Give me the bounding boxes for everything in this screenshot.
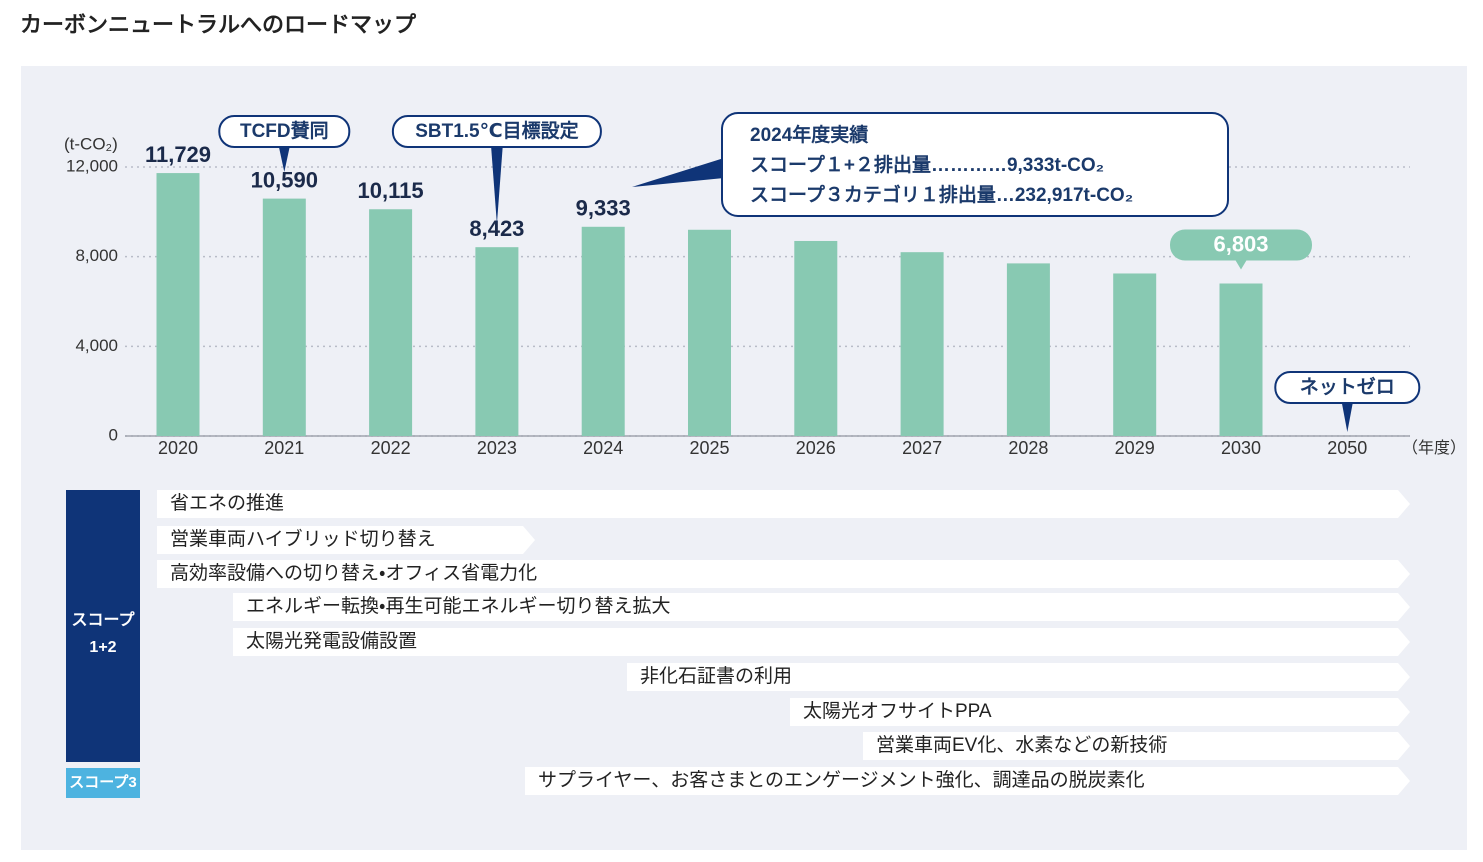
annotation-box: [391, 115, 602, 148]
callout-line: スコープ１+２排出量…………9,333t-CO₂: [750, 153, 1104, 176]
roadmap-item: サプライヤー、お客さまとのエンゲージメント強化、調達品の脱炭素化: [538, 769, 1145, 791]
roadmap-item: 太陽光オフサイトPPA: [803, 700, 992, 722]
bar: [900, 252, 944, 436]
y-tick-label: 4,000: [75, 336, 118, 355]
annotation-box: [218, 115, 351, 148]
bar: [369, 209, 413, 436]
y-axis-label: (t-CO₂): [64, 134, 118, 153]
roadmap-arrow: [157, 560, 1410, 588]
roadmap-item: 営業車両EV化、水素などの新技術: [876, 734, 1167, 756]
bar: [581, 226, 625, 436]
x-tick-label: 2024: [583, 438, 623, 458]
x-tick-label: 2030: [1221, 438, 1261, 458]
scope3-label: スコープ3: [69, 774, 136, 791]
annotation-pointer: [278, 144, 291, 172]
annotation: TCFD賛同: [240, 120, 329, 142]
roadmap-arrow: [790, 698, 1410, 726]
scope12-label: 1+2: [89, 639, 116, 656]
callout-line: 2024年度実績: [750, 123, 868, 146]
x-axis-label: （年度）: [1402, 439, 1466, 457]
x-tick-label: 2050: [1327, 438, 1367, 458]
roadmap-item: 高効率設備への切り替え・オフィス省電力化: [170, 562, 537, 584]
roadmap-arrow: [157, 526, 535, 554]
roadmap-item: 非化石証書の利用: [640, 665, 792, 687]
x-tick-label: 2029: [1115, 438, 1155, 458]
label-pill: [1170, 229, 1312, 261]
value-label: 11,729: [145, 142, 211, 167]
label-pointer: [1235, 259, 1247, 270]
bar: [1113, 273, 1157, 436]
scope12-box: [66, 490, 140, 762]
x-tick-label: 2025: [689, 438, 729, 458]
bar: [1006, 263, 1050, 436]
callout-box: [721, 112, 1229, 217]
roadmap-arrow: [525, 767, 1410, 795]
scope12-label: スコープ: [71, 610, 135, 629]
roadmap-arrow: [233, 593, 1410, 621]
annotation-pointer: [1341, 400, 1354, 432]
roadmap-item: エネルギー転換・再生可能エネルギー切り替え拡大: [246, 595, 670, 617]
roadmap-item: 太陽光発電設備設置: [246, 630, 417, 652]
x-tick-label: 2021: [264, 438, 304, 458]
callout-pointer: [632, 158, 724, 187]
y-tick-label: 0: [109, 425, 118, 444]
value-label: 6,803: [1213, 231, 1268, 256]
y-tick-label: 12,000: [66, 156, 118, 175]
roadmap-arrow: [233, 628, 1410, 656]
roadmap-arrow: [863, 732, 1410, 760]
bar: [794, 240, 838, 436]
roadmap-arrow: [627, 663, 1410, 691]
callout-line: スコープ３カテゴリ１排出量…232,917t-CO₂: [750, 183, 1133, 206]
y-tick-label: 8,000: [75, 246, 118, 265]
x-tick-label: 2022: [371, 438, 411, 458]
roadmap-arrow: [157, 490, 1410, 518]
bar: [475, 247, 519, 436]
x-tick-label: 2028: [1008, 438, 1048, 458]
annotation: SBT1.5℃目標設定: [415, 119, 578, 142]
annotation-box: [1274, 371, 1421, 404]
x-tick-label: 2023: [477, 438, 517, 458]
x-tick-label: 2027: [902, 438, 942, 458]
bar: [156, 173, 200, 436]
annotation: ネットゼロ: [1300, 375, 1395, 398]
bar: [1219, 283, 1263, 436]
x-tick-label: 2026: [796, 438, 836, 458]
bar: [262, 198, 306, 436]
bar: [688, 229, 731, 436]
value-label: 9,333: [576, 196, 631, 221]
chart-title: カーボンニュートラルへのロードマップ: [20, 12, 417, 37]
roadmap-item: 営業車両ハイブリッド切り替え: [170, 527, 436, 550]
scope3-box: [66, 768, 140, 798]
value-label: 10,115: [358, 178, 424, 203]
roadmap-item: 省エネの推進: [170, 492, 284, 514]
annotation-pointer: [490, 144, 503, 224]
x-tick-label: 2020: [158, 438, 198, 458]
